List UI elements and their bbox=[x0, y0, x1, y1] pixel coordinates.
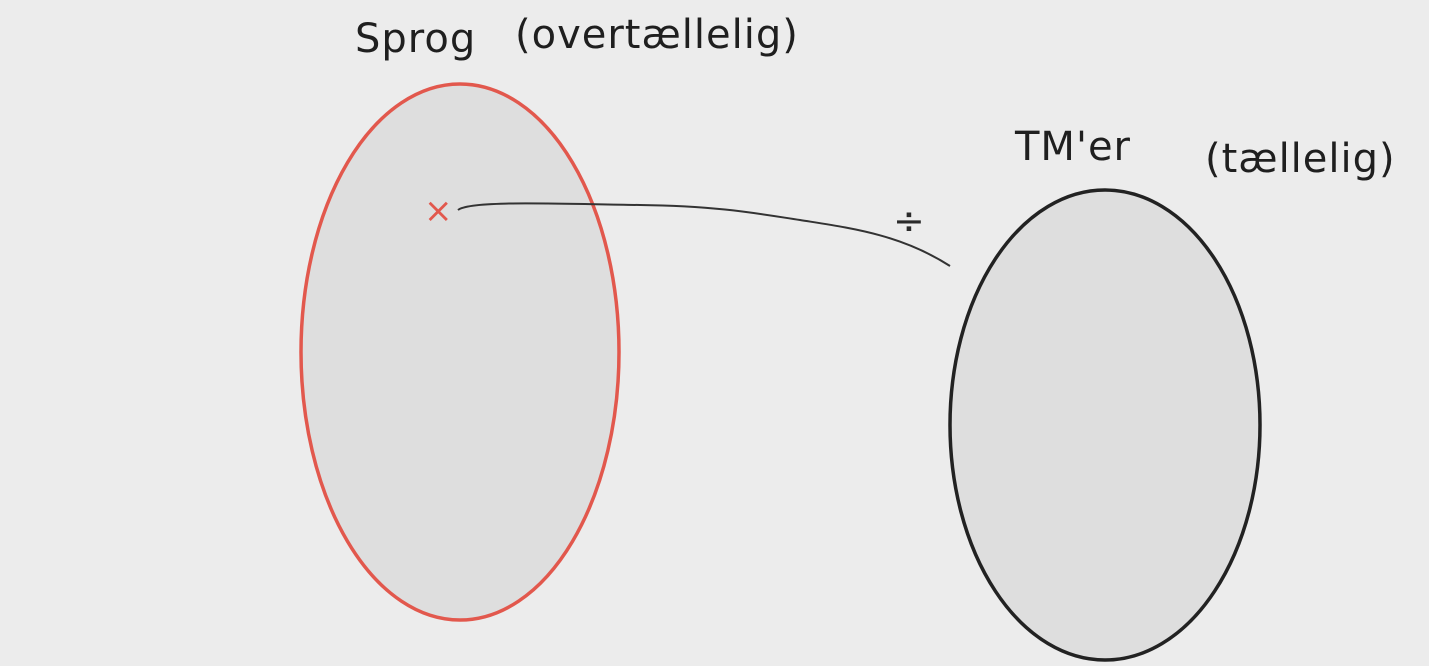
no-mapping-symbol: ÷ bbox=[893, 199, 925, 243]
languages-set-ellipse bbox=[299, 82, 621, 622]
turing-machines-set-ellipse bbox=[948, 188, 1262, 662]
turing-machines-set-qualifier: (tællelig) bbox=[1205, 136, 1396, 182]
languages-set-qualifier: (overtællelig) bbox=[515, 12, 799, 58]
turing-machines-set-label: TM'er bbox=[1014, 124, 1131, 170]
languages-set-label: Sprog bbox=[355, 16, 476, 62]
element-x-marker: × bbox=[424, 191, 453, 231]
mapping-connector-line bbox=[457, 202, 951, 267]
